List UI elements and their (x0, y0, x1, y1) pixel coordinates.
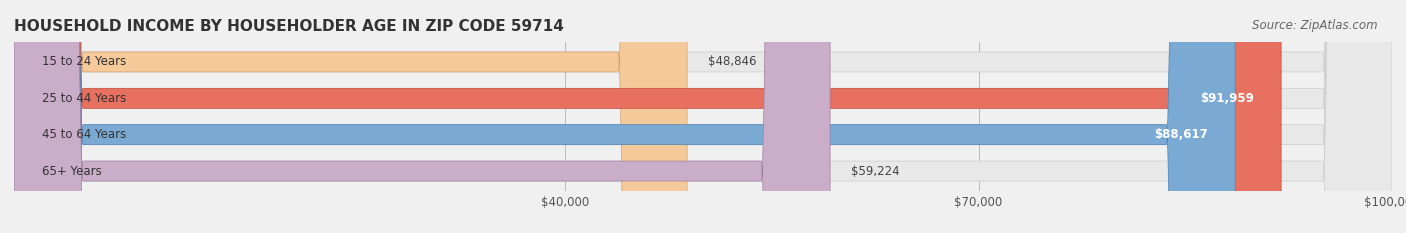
FancyBboxPatch shape (14, 0, 1281, 233)
FancyBboxPatch shape (14, 0, 1234, 233)
Text: $88,617: $88,617 (1154, 128, 1208, 141)
Text: 25 to 44 Years: 25 to 44 Years (42, 92, 127, 105)
Text: 15 to 24 Years: 15 to 24 Years (42, 55, 127, 69)
FancyBboxPatch shape (14, 0, 1392, 233)
FancyBboxPatch shape (14, 0, 688, 233)
FancyBboxPatch shape (14, 0, 830, 233)
Text: 45 to 64 Years: 45 to 64 Years (42, 128, 127, 141)
FancyBboxPatch shape (14, 0, 1392, 233)
Text: 65+ Years: 65+ Years (42, 164, 101, 178)
Text: $59,224: $59,224 (851, 164, 900, 178)
Text: $48,846: $48,846 (707, 55, 756, 69)
FancyBboxPatch shape (14, 0, 1392, 233)
Text: Source: ZipAtlas.com: Source: ZipAtlas.com (1253, 19, 1378, 32)
Text: $91,959: $91,959 (1199, 92, 1254, 105)
Text: HOUSEHOLD INCOME BY HOUSEHOLDER AGE IN ZIP CODE 59714: HOUSEHOLD INCOME BY HOUSEHOLDER AGE IN Z… (14, 19, 564, 34)
FancyBboxPatch shape (14, 0, 1392, 233)
